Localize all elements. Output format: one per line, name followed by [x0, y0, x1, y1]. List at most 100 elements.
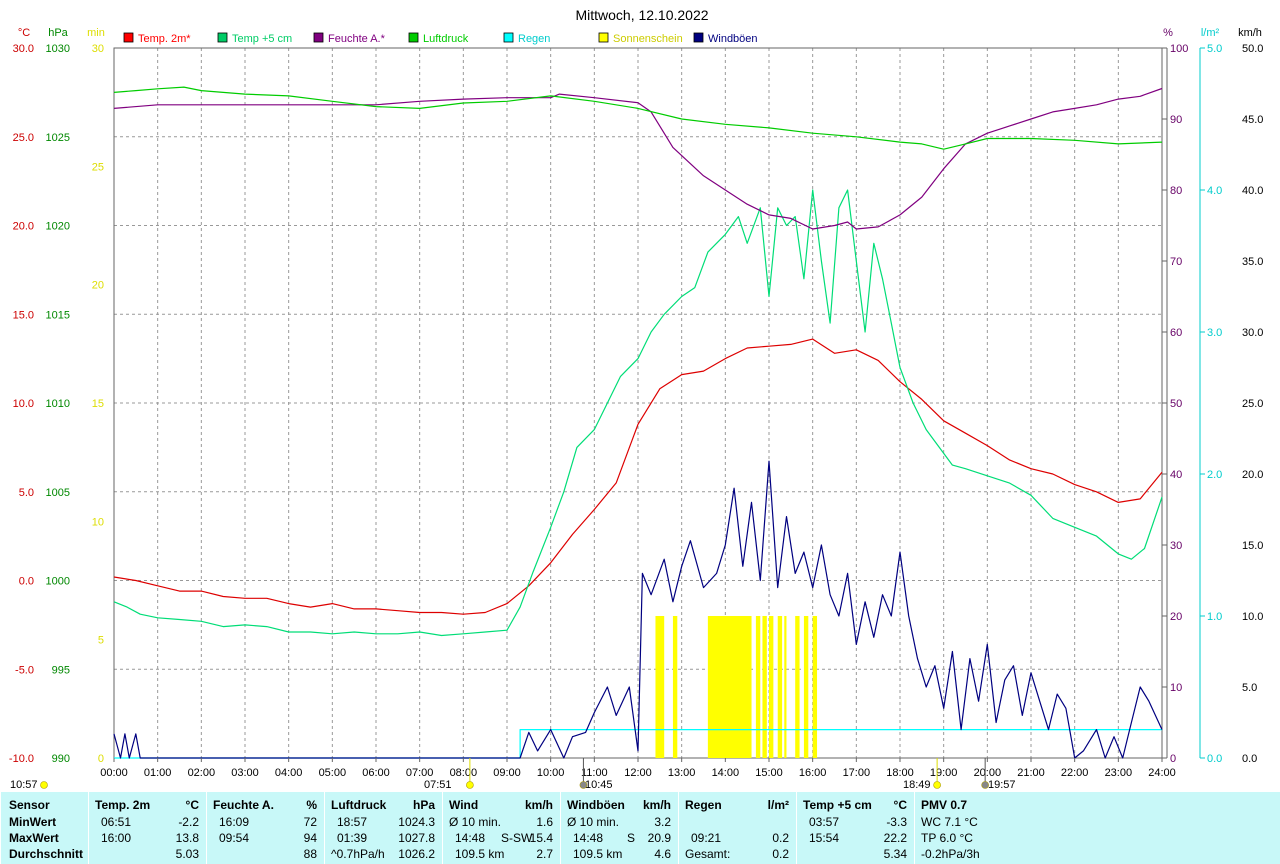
stats-trend: ^0.7hPa/h — [331, 847, 385, 861]
stats-time: 15:54 — [809, 831, 840, 845]
time-marker-dot — [40, 781, 48, 789]
stats-header: Windböen — [567, 798, 625, 812]
time-tick-label: 05:00 — [319, 767, 347, 779]
rain-tick-label: 3.0 — [1207, 327, 1222, 339]
legend-swatch — [693, 32, 704, 43]
wind-unit-label: km/h — [1238, 27, 1262, 39]
sunshine-bar — [672, 616, 678, 758]
sunshine-tick-label: 30 — [92, 43, 104, 55]
sunshine-tick-label: 5 — [98, 635, 104, 647]
pressure-tick-label: 1020 — [46, 221, 70, 233]
time-marker-label: 18:49 — [903, 779, 931, 791]
stats-time: 16:09 — [219, 815, 250, 829]
humidity-tick-label: 0 — [1170, 753, 1176, 765]
chart-legend: Temp. 2m* Temp +5 cm Feuchte A.* Luftdruck R… — [123, 32, 758, 45]
humidity-tick-label: 60 — [1170, 327, 1182, 339]
time-tick-label: 17:00 — [843, 767, 871, 779]
wind-tick-label: 10.0 — [1242, 611, 1263, 623]
time-marker-dot — [981, 781, 989, 789]
series-luftdruck-line — [113, 86, 1163, 150]
time-tick-label: 07:00 — [406, 767, 434, 779]
pressure-tick-label: 1030 — [46, 43, 70, 55]
time-tick-label: 09:00 — [493, 767, 521, 779]
legend-swatch — [408, 32, 419, 43]
temp-tick-label: 10.0 — [13, 398, 34, 410]
legend-label: Temp +5 cm — [232, 33, 292, 45]
statistics-table: Sensor MinWert MaxWert Durchschnitt Temp… — [0, 792, 1280, 864]
stats-value: -3.3 — [886, 815, 907, 829]
time-tick-label: 00:00 — [100, 767, 128, 779]
stats-pressure-trend: -0.2hPa/3h — [921, 847, 980, 861]
time-markers: 10:57 07:51 10:45 18:49 19:57 — [10, 758, 1016, 791]
stats-dewpoint: TP 6.0 °C — [921, 831, 973, 845]
stats-unit: l/m² — [767, 798, 789, 812]
time-tick-label: 23:00 — [1105, 767, 1133, 779]
stats-header: Temp. 2m — [95, 798, 151, 812]
legend-swatch — [503, 32, 514, 43]
stats-time: 16:00 — [101, 831, 132, 845]
stats-header: Feuchte A. — [213, 798, 274, 812]
stats-value: 72 — [303, 815, 317, 829]
time-tick-label: 04:00 — [275, 767, 303, 779]
pressure-tick-label: 1005 — [46, 487, 70, 499]
legend-label: Regen — [518, 33, 550, 45]
pressure-tick-label: 1015 — [46, 309, 70, 321]
time-tick-label: 22:00 — [1061, 767, 1089, 779]
time-marker-dot — [466, 781, 474, 789]
time-marker-dot — [579, 781, 588, 789]
stats-column-sensor: Sensor MinWert MaxWert Durchschnitt — [0, 792, 89, 864]
time-tick-label: 08:00 — [450, 767, 478, 779]
time-tick-label: 14:00 — [712, 767, 740, 779]
stats-row-label: Durchschnitt — [9, 847, 84, 861]
rain-tick-label: 2.0 — [1207, 469, 1222, 481]
humidity-tick-label: 40 — [1170, 469, 1182, 481]
sunshine-bars — [655, 616, 818, 758]
stats-row-label: MinWert — [9, 815, 57, 829]
time-tick-label: 24:00 — [1148, 767, 1176, 779]
humidity-tick-label: 50 — [1170, 398, 1182, 410]
time-tick-label: 18:00 — [886, 767, 914, 779]
stats-time: Ø 10 min. — [567, 815, 620, 829]
wind-tick-label: 40.0 — [1242, 185, 1263, 197]
stats-value: 1.6 — [536, 815, 553, 829]
stats-time: 06:51 — [101, 815, 132, 829]
temp-tick-label: 30.0 — [13, 43, 34, 55]
time-tick-label: 13:00 — [668, 767, 696, 779]
time-marker-label: 19:57 — [988, 779, 1016, 791]
stats-time: 14:48 — [573, 831, 604, 845]
stats-column-temp2m: Temp. 2m °C 06:51 -2.2 16:00 13.8 5.03 — [88, 792, 207, 864]
stats-time: 09:21 — [691, 831, 722, 845]
series-temp-2m-line — [113, 338, 1163, 615]
stats-time: 09:54 — [219, 831, 250, 845]
weather-chart: Mittwoch, 12.10.2022 Temp. 2m* Temp +5 cm… — [9, 7, 1264, 791]
time-tick-label: 16:00 — [799, 767, 827, 779]
temp-tick-label: 20.0 — [13, 221, 34, 233]
stats-distance: 109.5 km — [455, 847, 505, 861]
humidity-unit-label: % — [1163, 27, 1173, 39]
stats-direction: S-SW — [501, 831, 533, 845]
rain-unit-label: l/m² — [1201, 27, 1220, 39]
legend-label: Feuchte A.* — [328, 33, 386, 45]
time-tick-label: 01:00 — [144, 767, 172, 779]
pressure-tick-label: 1025 — [46, 132, 70, 144]
time-marker-dot — [933, 781, 941, 789]
legend-label: Luftdruck — [423, 33, 469, 45]
pressure-tick-label: 1010 — [46, 398, 70, 410]
stats-value: 94 — [303, 831, 317, 845]
chart-title: Mittwoch, 12.10.2022 — [575, 7, 708, 23]
sunshine-tick-label: 15 — [92, 398, 104, 410]
stats-value: 0.2 — [772, 847, 789, 861]
stats-column-pressure: Luftdruck hPa 18:57 1024.3 01:39 1027.8 … — [324, 792, 443, 864]
sunshine-unit-label: min — [87, 27, 105, 39]
humidity-tick-label: 90 — [1170, 114, 1182, 126]
series-windb-en-line — [113, 460, 1163, 759]
sunshine-tick-label: 25 — [92, 161, 104, 173]
series-lines — [113, 86, 1163, 759]
stats-time: 14:48 — [455, 831, 486, 845]
temp-tick-label: 0.0 — [19, 576, 34, 588]
pressure-tick-label: 990 — [52, 753, 70, 765]
rain-tick-label: 5.0 — [1207, 43, 1222, 55]
stats-value: 1024.3 — [398, 815, 435, 829]
time-tick-label: 03:00 — [231, 767, 259, 779]
stats-value: 13.8 — [175, 831, 199, 845]
